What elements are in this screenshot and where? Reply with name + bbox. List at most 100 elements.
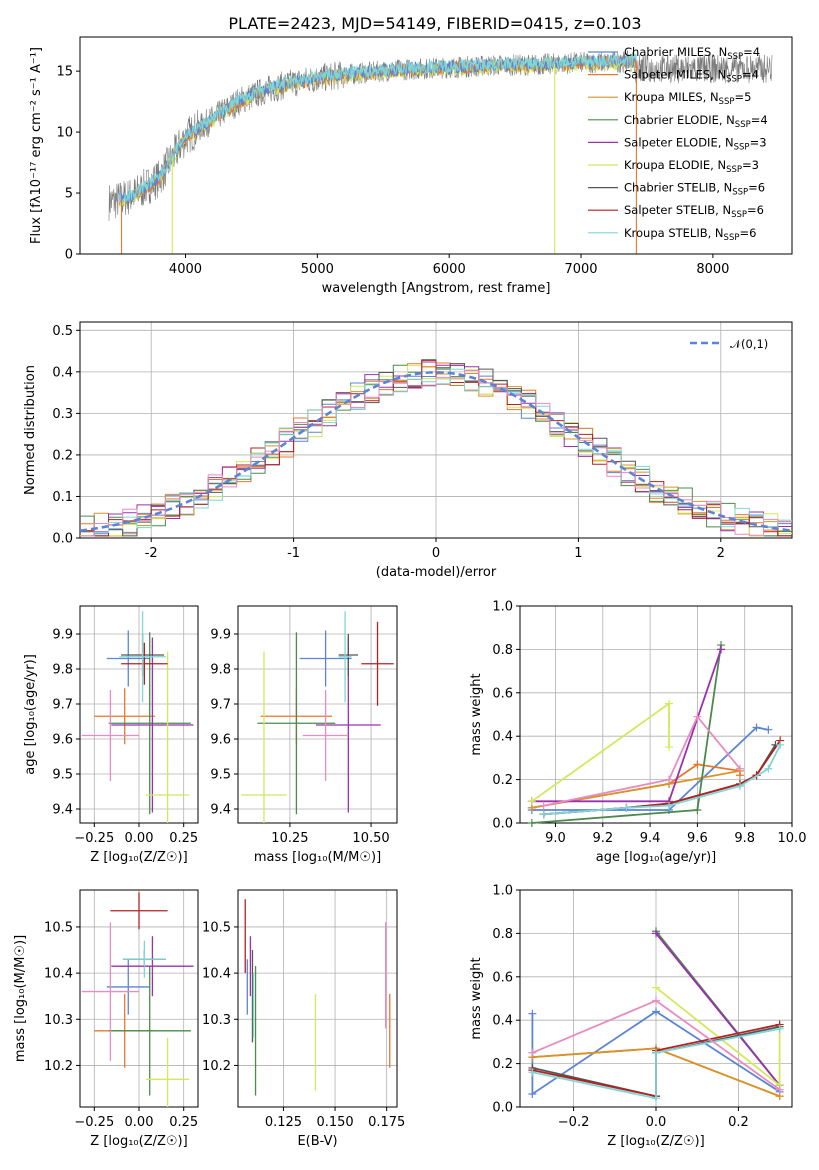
histogram-x-axis-label: (data-model)/error [376, 565, 497, 580]
weight-age-x-tick-label: 9.6 [687, 831, 708, 846]
weight-age-x-tick-label: 9.8 [734, 831, 755, 846]
weight-age-y-tick-label: 0.8 [492, 643, 513, 658]
histogram-y-tick-label: 0.0 [52, 532, 73, 547]
weight-z-series-line [532, 1028, 780, 1100]
age-mass-x-tick-label: 10.50 [352, 831, 389, 846]
weight-z-point-marker [775, 1085, 784, 1094]
weight-z-point-marker [528, 1009, 537, 1018]
legend-entry: Chabrier MILES, NSSP=4 [624, 45, 760, 62]
weight-z-point-marker [652, 1007, 660, 1016]
legend-entry: Kroupa ELODIE, NSSP=3 [624, 158, 759, 175]
weight-age-point-marker [764, 764, 773, 773]
weight-age-y-axis-label: mass weight [469, 673, 484, 755]
weight-z-series-line [655, 986, 781, 1088]
weight-z-y-tick-label: 0.6 [492, 970, 513, 985]
weight-z-y-tick-label: 0.8 [492, 927, 513, 942]
age-vs-mass-panel: 10.25 10.50 9.4 9.5 9.6 9.7 9.8 9.9 mass [log₁₀(… [210, 605, 398, 865]
mass-vs-metallicity-panel: −0.25 0.00 0.25 10.2 10.3 10.4 10.5 Z [log₁₀(Z/… [13, 889, 199, 1149]
spectrum-x-tick-label: 4000 [169, 262, 202, 277]
weight-age-x-tick-label: 10.0 [778, 831, 807, 846]
legend-entry: Salpeter MILES, NSSP=4 [624, 68, 759, 85]
mass-z-y-tick-label: 10.3 [44, 1013, 73, 1028]
histogram-y-axis-label: Normed distribution [23, 365, 38, 495]
mass-ebv-frame [237, 889, 398, 1108]
weight-z-point-marker [775, 1024, 784, 1033]
weight-age-point-marker [735, 764, 744, 773]
figure-title: PLATE=2423, MJD=54149, FIBERID=0415, z=0… [228, 14, 641, 33]
spectrum-x-tick-label: 6000 [433, 262, 466, 277]
histogram-x-tick-label: 0 [432, 546, 440, 561]
weight-z-point-marker [652, 983, 660, 992]
age-z-x-axis-label: Z [log₁₀(Z/Z☉)] [90, 850, 187, 865]
age-z-frame [79, 605, 199, 824]
weight-z-point-marker [652, 1094, 660, 1103]
histogram-frame [79, 321, 793, 539]
histogram-x-tick-label: -1 [287, 546, 300, 561]
mass-z-x-axis-label: Z [log₁₀(Z/Z☉)] [90, 1134, 187, 1149]
histogram-x-tick-label: 1 [574, 546, 582, 561]
weight-age-point-marker [776, 740, 785, 749]
mass-vs-reddening-panel: 0.125 0.150 0.175 10.2 10.3 10.4 10.5 E(B-V) [202, 889, 405, 1149]
weight-age-point-marker [527, 819, 536, 827]
weight-age-point-marker [539, 810, 548, 819]
mass-z-x-tick-label: 0.00 [125, 1115, 154, 1130]
weight-z-point-marker [652, 996, 660, 1005]
age-z-y-tick-label: 9.4 [52, 803, 73, 818]
age-mass-y-tick-label: 9.9 [210, 628, 231, 643]
weight-z-y-tick-label: 0.4 [492, 1014, 513, 1029]
histogram-y-tick-label: 0.2 [52, 448, 73, 463]
weight-age-point-marker [665, 743, 674, 752]
spectrum-x-axis-label: wavelength [Angstrom, rest frame] [322, 281, 551, 296]
weight-age-y-tick-label: 0.4 [492, 730, 513, 745]
weight-age-point-marker [693, 805, 702, 814]
weight-z-y-tick-label: 1.0 [492, 884, 513, 899]
age-mass-y-tick-label: 9.7 [210, 698, 231, 713]
spectrum-y-axis-label: Flux [fλ10⁻¹⁷ erg cm⁻² s⁻¹ A⁻¹] [29, 47, 44, 244]
weight-age-frame [519, 605, 793, 824]
model-spectrum-kroupa-stelib [119, 52, 637, 204]
histogram-x-tick-label: 2 [717, 546, 725, 561]
weight-z-x-axis-label: Z [log₁₀(Z/Z☉)] [607, 1134, 704, 1149]
spectrum-y-tick-label: 10 [56, 126, 73, 141]
weight-age-point-marker [539, 801, 548, 810]
weight-z-y-tick-label: 0.2 [492, 1057, 513, 1072]
mass-weight-vs-metallicity-panel: −0.2 0.0 0.2 0.0 0.2 0.4 0.6 0.8 1.0 Z [log₁₀(Z/Z… [469, 884, 793, 1149]
histogram-y-tick-label: 0.5 [52, 324, 73, 339]
weight-age-point-marker [665, 699, 674, 708]
histogram-series [80, 370, 792, 537]
weight-age-x-tick-label: 9.0 [545, 831, 566, 846]
mass-ebv-x-tick-label: 0.150 [316, 1115, 353, 1130]
legend-entry: Chabrier ELODIE, NSSP=4 [624, 113, 768, 130]
spectrum-frame [79, 36, 793, 255]
weight-age-point-marker [665, 775, 674, 784]
weight-age-x-tick-label: 9.4 [640, 831, 661, 846]
spectrum-x-tick-label: 8000 [696, 262, 729, 277]
age-mass-x-axis-label: mass [log₁₀(M/M☉)] [254, 850, 381, 865]
weight-z-point-marker [652, 1048, 660, 1057]
spectrum-panel: 4000 5000 6000 7000 8000 0 5 10 15 wavelength [An… [29, 36, 793, 296]
weight-age-y-tick-label: 0.0 [492, 817, 513, 832]
normal-reference-curve [80, 370, 792, 532]
mass-z-frame [79, 889, 199, 1108]
weight-age-y-tick-label: 1.0 [492, 600, 513, 615]
weight-z-x-tick-label: 0.0 [646, 1115, 667, 1130]
mass-z-y-tick-label: 10.2 [44, 1059, 73, 1074]
weight-z-y-tick-label: 0.0 [492, 1101, 513, 1116]
spectrum-y-tick-label: 0 [65, 248, 73, 263]
legend-entry: Chabrier STELIB, NSSP=6 [624, 181, 765, 198]
mass-ebv-x-axis-label: E(B-V) [297, 1134, 337, 1149]
weight-age-point-marker [665, 801, 674, 810]
weight-age-x-tick-label: 9.2 [592, 831, 613, 846]
weight-age-series-line [543, 744, 782, 816]
age-z-y-tick-label: 9.8 [52, 663, 73, 678]
weight-z-frame [519, 889, 793, 1108]
weight-age-y-tick-label: 0.2 [492, 773, 513, 788]
mass-ebv-x-tick-label: 0.175 [368, 1115, 405, 1130]
legend-entry: Salpeter ELODIE, NSSP=3 [624, 135, 767, 152]
histogram-y-tick-label: 0.3 [52, 407, 73, 422]
weight-age-point-marker [752, 723, 761, 732]
age-z-x-tick-label: 0.00 [125, 831, 154, 846]
age-mass-y-tick-label: 9.6 [210, 733, 231, 748]
weight-z-y-axis-label: mass weight [469, 957, 484, 1039]
spectrum-x-tick-label: 7000 [564, 262, 597, 277]
